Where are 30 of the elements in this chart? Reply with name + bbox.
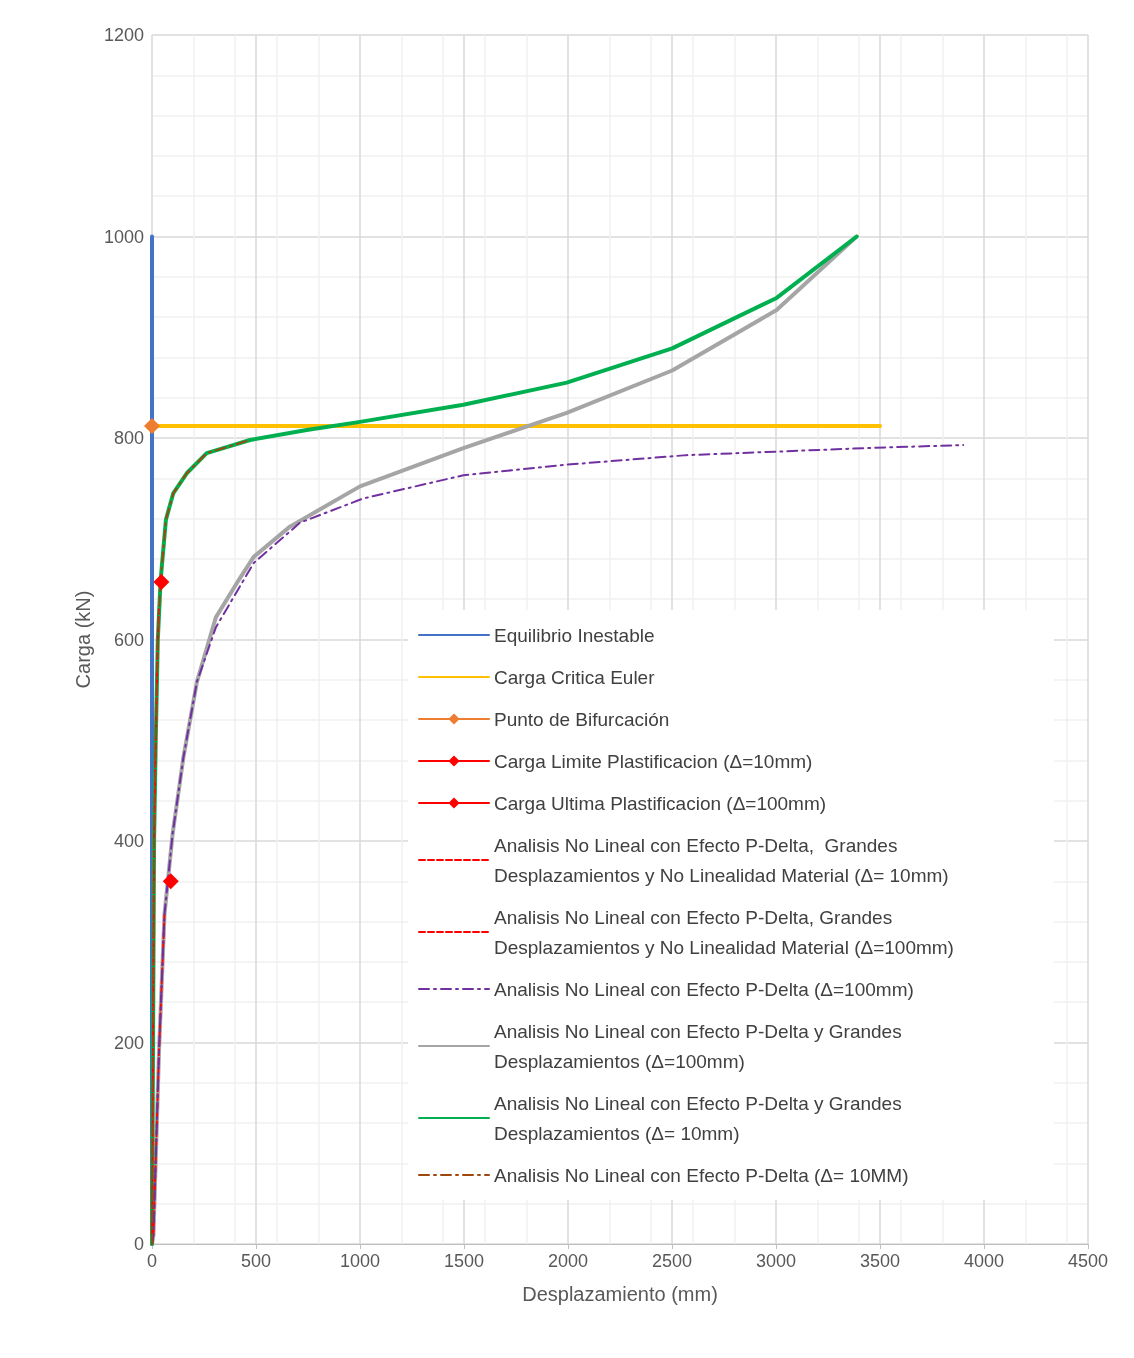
legend-label: Carga Critica Euler bbox=[494, 666, 656, 688]
x-tick-label: 1000 bbox=[339, 1251, 381, 1271]
legend-label: Analisis No Lineal con Efecto P-Delta (Δ= 10MM) bbox=[494, 1164, 909, 1186]
legend-label: Analisis No Lineal con Efecto P-Delta y Grandes Desplazamientos (Δ=100mm) bbox=[494, 1020, 907, 1072]
y-axis-title: Carga (kN) bbox=[72, 590, 95, 689]
y-tick-label: 800 bbox=[113, 428, 144, 448]
x-tick-label: 4500 bbox=[1067, 1251, 1109, 1271]
y-tick-label: 1000 bbox=[103, 226, 144, 247]
y-tick-label: 1200 bbox=[103, 25, 144, 45]
legend-label: Analisis No Lineal con Efecto P-Delta, Grandes Desplazamientos y No Linealidad Material (Δ=100mm) bbox=[494, 906, 954, 958]
legend-label: Analisis No Lineal con Efecto P-Delta y Grandes Desplazamientos (Δ= 10mm) bbox=[494, 1092, 907, 1144]
x-tick-label: 3500 bbox=[859, 1251, 901, 1271]
y-tick-label: 600 bbox=[113, 629, 144, 650]
x-tick-label: 0 bbox=[146, 1251, 158, 1271]
x-tick-label: 2000 bbox=[547, 1251, 589, 1271]
x-axis-title: Desplazamiento (mm) bbox=[522, 1283, 718, 1305]
legend-label: Carga Ultima Plastificacion (Δ=100mm) bbox=[494, 792, 827, 814]
x-tick-label: 3000 bbox=[755, 1251, 797, 1271]
legend-label: Analisis No Lineal con Efecto P-Delta, Grandes Desplazamientos y No Linealidad Material (Δ= 10mm) bbox=[494, 834, 949, 886]
legend-label: Carga Limite Plastificacion (Δ=10mm) bbox=[494, 750, 813, 772]
y-tick-label: 200 bbox=[113, 1032, 144, 1053]
y-tick-label: 400 bbox=[113, 831, 144, 851]
x-tick-label: 1500 bbox=[443, 1251, 485, 1271]
legend-label: Analisis No Lineal con Efecto P-Delta (Δ=100mm) bbox=[494, 978, 914, 1000]
x-tick-label: 4000 bbox=[963, 1251, 1005, 1271]
legend-label: Punto de Bifurcación bbox=[494, 708, 670, 730]
legend-label: Equilibrio Inestable bbox=[494, 624, 655, 646]
x-tick-label: 2500 bbox=[651, 1251, 693, 1271]
x-tick-label: 500 bbox=[240, 1251, 272, 1271]
y-tick-label: 0 bbox=[133, 1234, 144, 1254]
